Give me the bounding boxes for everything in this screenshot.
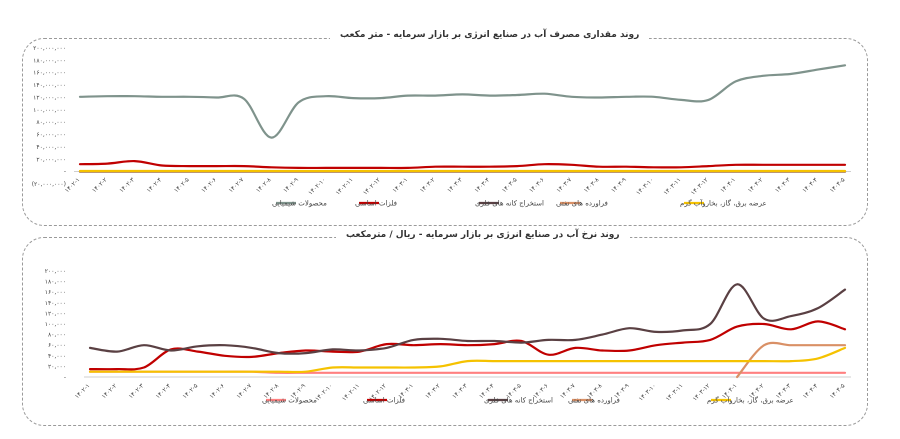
x-tick-label: ۱۴۰۲-۳ xyxy=(127,382,145,400)
y-tick-label: ۲۰,۰۰۰ xyxy=(48,363,66,370)
y-tick-label: ۶۰,۰۰۰ xyxy=(48,342,66,349)
y-tick-label: ۱۶۰,۰۰۰ xyxy=(45,289,66,296)
x-tick-label: ۱۴۰۲-۵ xyxy=(181,382,199,400)
legend-label: عرضه برق، گاز، بخاروآب گرم xyxy=(680,199,767,208)
y-tick-label: ۱۲۰,۰۰۰ xyxy=(45,310,66,317)
y-tick-label: - xyxy=(64,374,66,381)
x-tick-label: ۱۴۰۳-۳ xyxy=(451,382,469,400)
x-tick-label: ۱۴۰۳-۱۱ xyxy=(664,382,684,402)
legend-label: استخراج کانه های فلزی xyxy=(475,200,544,208)
y-tick-label: ۲۰,۰۰۰,۰۰۰ xyxy=(36,156,66,163)
x-tick-label: ۱۴۰۴-۴ xyxy=(802,382,820,400)
series-line xyxy=(88,346,847,374)
x-tick-label: ۱۴۰۲-۱ xyxy=(74,382,92,400)
x-tick-label: ۱۴۰۲-۱۱ xyxy=(341,382,361,402)
y-tick-label: ۱۴۰,۰۰۰ xyxy=(45,300,66,307)
legend-label: محصولات شیمیایی xyxy=(272,200,327,208)
x-tick-label: ۱۴۰۳-۲ xyxy=(424,382,442,400)
legend-label: فراورده های نفتی xyxy=(568,397,620,405)
x-tick-label: ۱۴۰۲-۶ xyxy=(208,382,226,400)
y-tick-label: ۴۰,۰۰۰,۰۰۰ xyxy=(36,144,66,151)
x-tick-label: ۱۴۰۲-۷ xyxy=(235,382,253,400)
legend-label: فلزات اساسی xyxy=(355,200,397,208)
x-tick-label: ۱۴۰۲-۱۰ xyxy=(314,382,334,402)
series-line xyxy=(78,64,847,139)
series-line xyxy=(78,159,847,170)
chart-panel-water-volume xyxy=(22,38,868,226)
series-line xyxy=(736,341,847,379)
legend-label: فراورده های نفتی xyxy=(556,200,608,208)
y-tick-label: ۴۰,۰۰۰ xyxy=(48,353,66,360)
legend-label: عرضه برق، گاز، بخاروآب گرم xyxy=(707,396,794,405)
y-tick-label: ۱۶۰,۰۰۰,۰۰۰ xyxy=(33,70,66,77)
y-tick-label: ۶۰,۰۰۰,۰۰۰ xyxy=(36,132,66,139)
y-tick-label: ۱۸۰,۰۰۰,۰۰۰ xyxy=(33,57,66,64)
y-tick-label: ۱۸۰,۰۰۰ xyxy=(45,279,66,286)
y-tick-label: ۲۰۰,۰۰۰,۰۰۰ xyxy=(33,45,66,52)
y-tick-label: ۸۰,۰۰۰,۰۰۰ xyxy=(36,119,66,126)
y-tick-label: ۲۰۰,۰۰۰ xyxy=(45,268,66,275)
y-tick-label: ۱۰۰,۰۰۰,۰۰۰ xyxy=(33,107,66,114)
series-line xyxy=(88,283,847,355)
y-tick-label: ۱۰۰,۰۰۰ xyxy=(45,321,66,328)
x-tick-label: ۱۴۰۳-۱۰ xyxy=(638,382,658,402)
x-tick-label: ۱۴۰۲-۴ xyxy=(154,382,172,400)
x-tick-label: ۱۴۰۲-۲ xyxy=(101,382,119,400)
chart-title-water-volume: روند مقداری مصرف آب در صنایع انرژی بر با… xyxy=(330,30,650,40)
legend-label: فلزات اساسی xyxy=(363,397,405,405)
y-tick-label: ۸۰,۰۰۰ xyxy=(48,332,66,339)
y-tick-label: - xyxy=(64,169,66,176)
series-line xyxy=(88,320,847,371)
y-tick-label: (۲۰,۰۰۰,۰۰۰) xyxy=(32,181,66,188)
legend-label: محصولات شیمیایی xyxy=(262,397,317,405)
chart-title-water-rate: روند نرخ آب در صنایع انرژی بر بازار سرما… xyxy=(336,230,630,240)
y-tick-label: ۱۴۰,۰۰۰,۰۰۰ xyxy=(33,82,66,89)
x-tick-label: ۱۴۰۴-۵ xyxy=(829,382,847,400)
legend-label: استخراج کانه های فلزی xyxy=(484,397,553,405)
y-tick-label: ۱۲۰,۰۰۰,۰۰۰ xyxy=(33,94,66,101)
